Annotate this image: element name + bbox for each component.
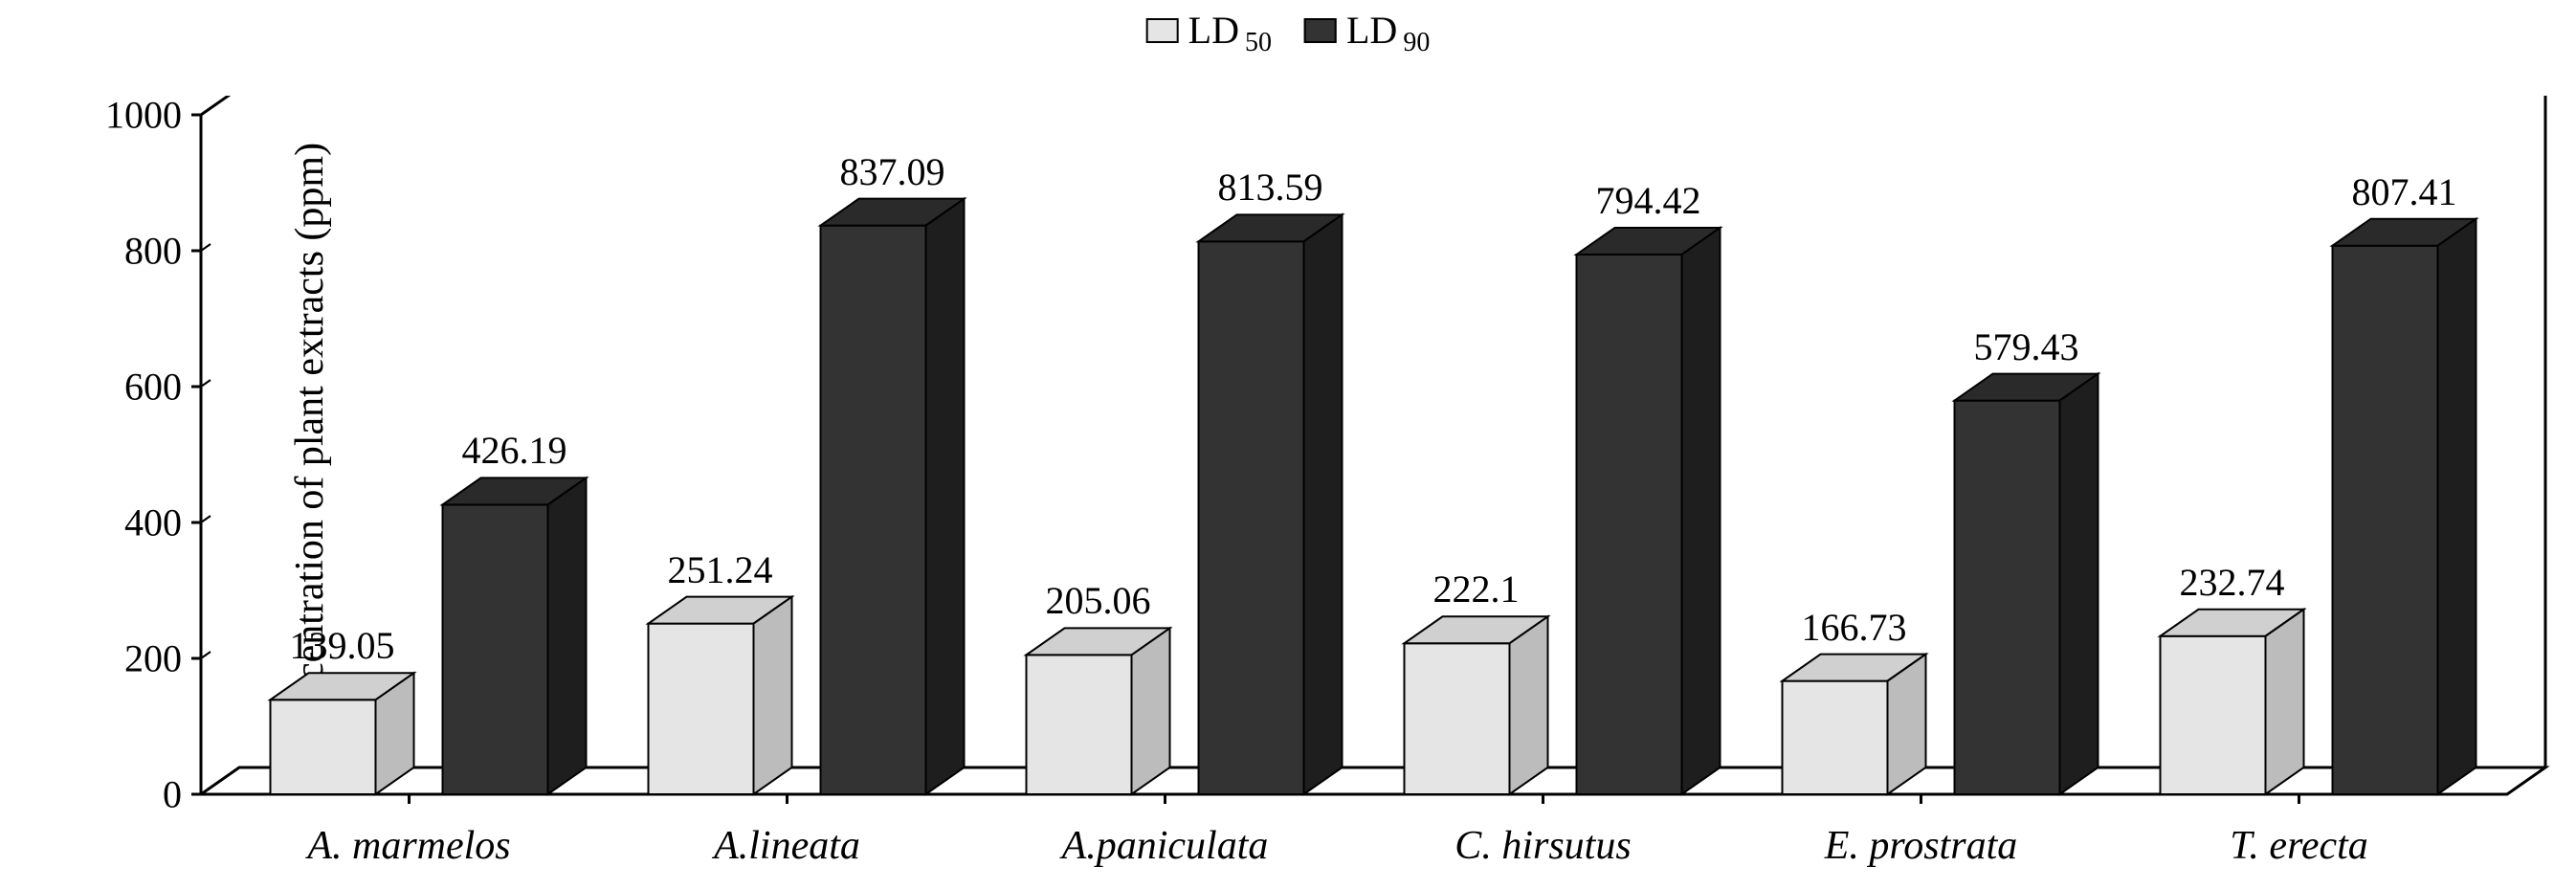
legend-label-ld50-main: LD <box>1188 9 1239 52</box>
y-tick-label: 0 <box>163 772 182 817</box>
legend-label-ld90-sub: 90 <box>1397 28 1430 57</box>
y-tick-label: 600 <box>124 365 182 410</box>
legend-label-ld50: LD50 <box>1188 8 1272 53</box>
chart-container: LD50 LD90 Concentration of plant extract… <box>0 0 2576 889</box>
legend: LD50 LD90 <box>1146 8 1431 53</box>
legend-item-ld50: LD50 <box>1146 8 1272 53</box>
x-category-label: A.paniculata <box>1062 823 1269 869</box>
y-tick-label: 400 <box>124 500 182 545</box>
plot-area: 139.05426.19251.24837.09205.06813.59222.… <box>191 96 2555 804</box>
legend-label-ld90: LD90 <box>1346 8 1430 53</box>
legend-label-ld90-main: LD <box>1346 9 1397 52</box>
x-category-label: T. erecta <box>2230 823 2368 869</box>
y-tick-label: 800 <box>124 229 182 274</box>
y-tick-label: 200 <box>124 636 182 681</box>
x-category-label: A.lineata <box>714 823 860 869</box>
legend-label-ld50-sub: 50 <box>1239 28 1272 57</box>
y-tick-labels: 02004006008001000 <box>96 96 182 804</box>
legend-swatch-ld90 <box>1304 18 1337 43</box>
legend-item-ld90: LD90 <box>1304 8 1430 53</box>
x-category-label: E. prostrata <box>1825 823 2017 869</box>
legend-swatch-ld50 <box>1146 18 1179 43</box>
x-category-label: C. hirsutus <box>1455 823 1631 869</box>
y-tick-label: 1000 <box>105 93 182 138</box>
x-category-labels: A. marmelos A.lineata A.paniculata C. hirsu… <box>191 823 2555 880</box>
x-category-label: A. marmelos <box>307 823 510 869</box>
chart-svg <box>191 96 2555 804</box>
